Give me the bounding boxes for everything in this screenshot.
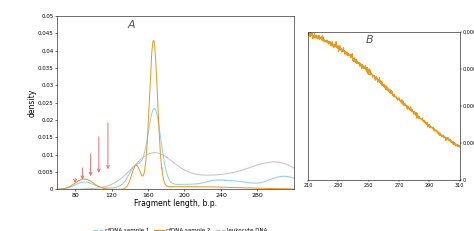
- Text: B: B: [366, 35, 374, 45]
- X-axis label: Fragment length, b.p.: Fragment length, b.p.: [134, 199, 217, 208]
- Text: A: A: [128, 20, 136, 30]
- Y-axis label: density: density: [27, 89, 36, 117]
- Legend: cfDNA sample 1, cfDNA sample 2, leukocyte DNA: cfDNA sample 1, cfDNA sample 2, leukocyt…: [91, 226, 270, 231]
